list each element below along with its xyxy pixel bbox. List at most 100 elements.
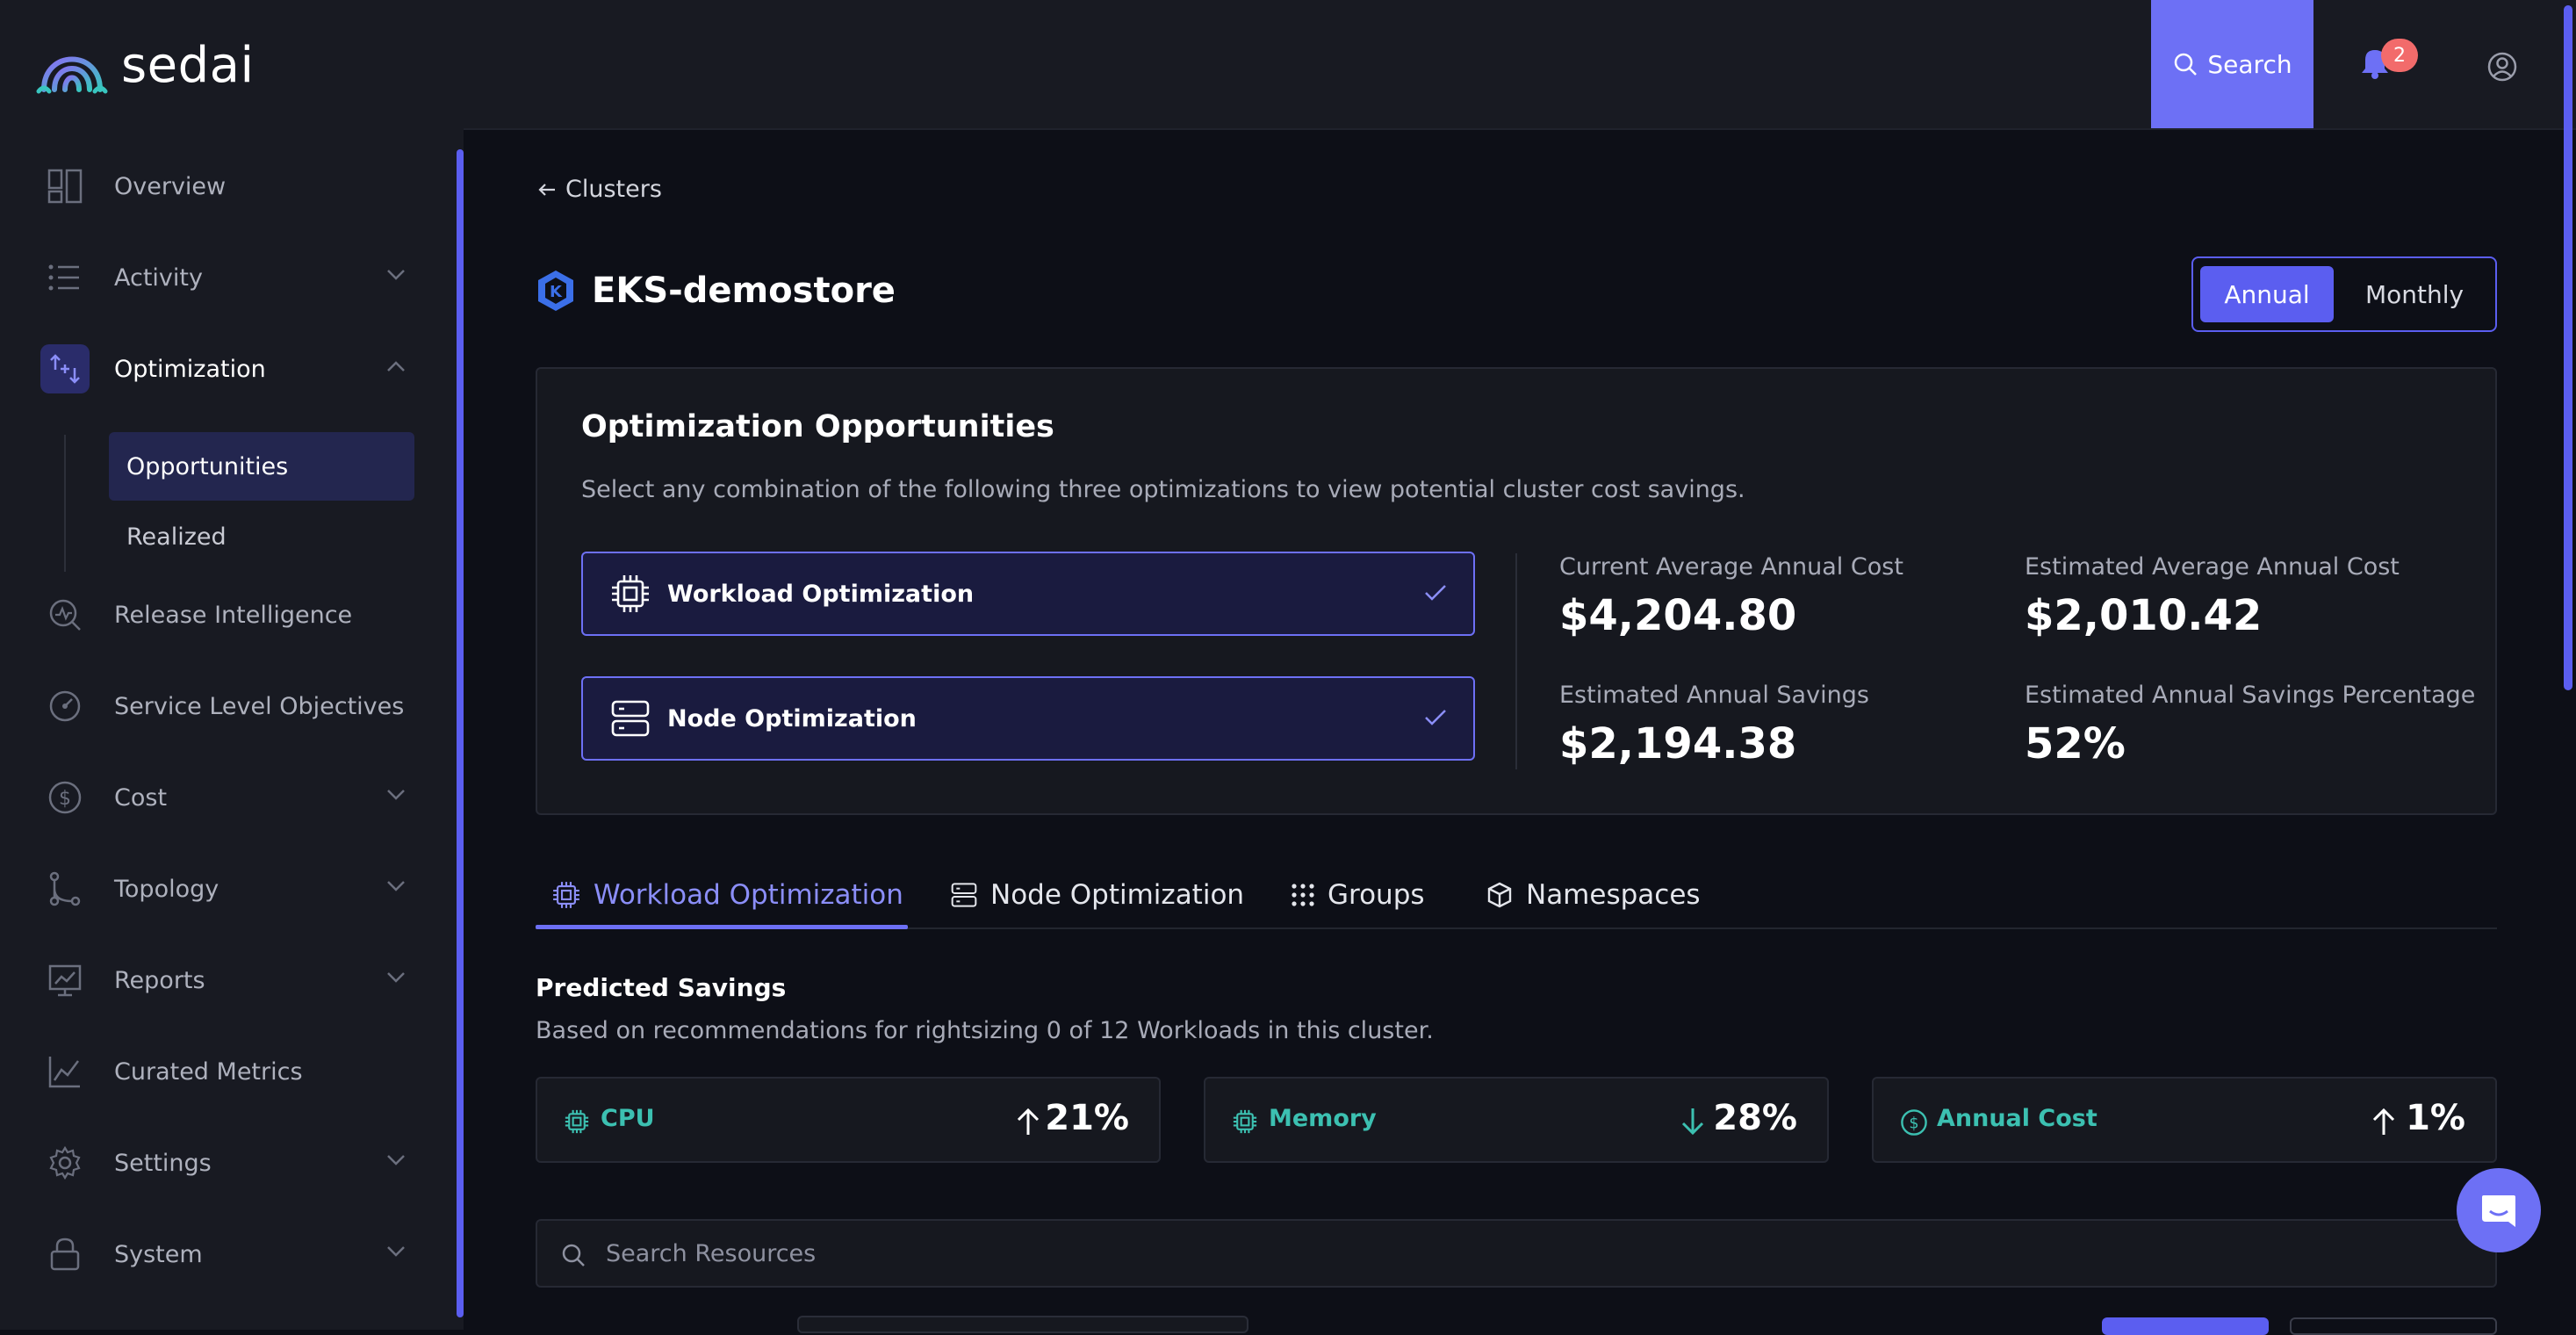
metric-label: Current Average Annual Cost <box>1559 553 1903 581</box>
tab-node-optimization[interactable]: Node Optimization <box>950 861 1244 929</box>
primary-action-button[interactable] <box>2102 1317 2269 1335</box>
optimization-tabs: Workload Optimization Node Optimization … <box>536 861 2497 929</box>
savings-card-value: 1% <box>2406 1098 2465 1138</box>
sidebar-item-curated-metrics[interactable]: Curated Metrics <box>0 1041 421 1102</box>
gear-icon <box>40 1138 90 1187</box>
filter-dropdown[interactable] <box>797 1316 1248 1333</box>
server-icon <box>950 881 978 909</box>
tab-label: Workload Optimization <box>594 879 903 911</box>
tab-namespaces[interactable]: Namespaces <box>1486 861 1701 929</box>
chevron-down-icon <box>386 1154 406 1166</box>
optimization-opportunities-panel: Optimization Opportunities Select any co… <box>536 367 2497 815</box>
dollar-icon: $ <box>40 773 90 822</box>
sidebar-item-activity[interactable]: Activity <box>0 247 421 308</box>
user-avatar-icon[interactable] <box>2486 51 2518 83</box>
kubernetes-icon: K <box>536 269 576 313</box>
cpu-chip-icon <box>564 1108 590 1135</box>
logo-text: sedai <box>121 36 255 94</box>
sidebar-item-overview[interactable]: Overview <box>0 155 421 217</box>
chevron-down-icon <box>386 971 406 984</box>
sidebar-item-label: Release Intelligence <box>114 601 353 629</box>
search-icon <box>2172 51 2198 77</box>
sidebar-scrollbar[interactable] <box>457 149 464 1317</box>
arrow-down-icon <box>1680 1107 1706 1137</box>
subnav-guide-line <box>64 435 66 572</box>
tab-workload-optimization[interactable]: Workload Optimization <box>551 861 903 929</box>
server-icon <box>609 697 651 740</box>
back-to-clusters-link[interactable]: Clusters <box>537 176 662 203</box>
svg-text:K: K <box>550 283 563 301</box>
sedai-logo-icon <box>35 33 109 97</box>
sidebar-item-release-intelligence[interactable]: Release Intelligence <box>0 584 421 646</box>
metric-estimated-annual-savings: Estimated Annual Savings $2,194.38 <box>1559 682 1869 769</box>
page-scrollbar[interactable] <box>2564 5 2572 690</box>
sidebar-subitem-realized[interactable]: Realized <box>126 523 227 551</box>
metric-label: Estimated Annual Savings <box>1559 682 1869 709</box>
savings-card-label: CPU <box>601 1105 655 1132</box>
secondary-action-button[interactable] <box>2290 1317 2497 1335</box>
logo[interactable]: sedai <box>35 33 255 97</box>
panel-divider <box>1515 553 1517 769</box>
cpu-chip-icon <box>609 573 651 615</box>
metric-label: Estimated Average Annual Cost <box>2025 553 2400 581</box>
sidebar-item-label: Curated Metrics <box>114 1057 303 1086</box>
search-resources-input[interactable] <box>606 1221 2450 1286</box>
arrow-left-icon <box>537 182 557 198</box>
sidebar-item-cost[interactable]: $ Cost <box>0 767 421 828</box>
active-tab-indicator <box>536 925 908 929</box>
overview-icon <box>40 162 90 211</box>
panel-description: Select any combination of the following … <box>581 476 1745 503</box>
sidebar-item-topology[interactable]: Topology <box>0 858 421 920</box>
tab-label: Namespaces <box>1526 879 1701 911</box>
sidebar-item-settings[interactable]: Settings <box>0 1132 421 1194</box>
metric-current-annual-cost: Current Average Annual Cost $4,204.80 <box>1559 553 1903 640</box>
reports-icon <box>40 956 90 1005</box>
savings-card-value: 28% <box>1713 1098 1797 1138</box>
node-optimization-option[interactable]: Node Optimization <box>581 676 1475 761</box>
slo-icon <box>40 682 90 731</box>
savings-card-cpu: CPU 21% <box>536 1077 1161 1163</box>
savings-card-value: 21% <box>1045 1098 1129 1138</box>
memory-chip-icon <box>1232 1108 1258 1135</box>
sidebar-item-system[interactable]: System <box>0 1223 421 1285</box>
workload-optimization-option[interactable]: Workload Optimization <box>581 552 1475 636</box>
arrow-up-icon <box>2371 1107 2397 1137</box>
list-icon <box>40 253 90 302</box>
cpu-chip-icon <box>551 880 581 910</box>
option-label: Node Optimization <box>667 704 917 732</box>
metric-value: 52% <box>2025 719 2126 769</box>
page-title: K EKS-demostore <box>536 269 896 313</box>
sidebar-item-label: Overview <box>114 172 227 200</box>
period-option-monthly[interactable]: Monthly <box>2364 279 2464 309</box>
svg-text:$: $ <box>1909 1115 1918 1132</box>
sidebar: sedai Overview Activity Optimization Opp… <box>0 0 464 1330</box>
metric-label: Estimated Annual Savings Percentage <box>2025 682 2476 709</box>
global-search-button[interactable]: Search <box>2151 0 2313 128</box>
savings-card-label: Memory <box>1269 1105 1377 1132</box>
chat-support-button[interactable] <box>2457 1168 2541 1252</box>
lock-icon <box>40 1230 90 1279</box>
resource-search-box <box>536 1219 2497 1288</box>
back-link-label: Clusters <box>565 176 662 203</box>
chevron-up-icon <box>386 360 406 372</box>
sidebar-item-slo[interactable]: Service Level Objectives <box>0 675 421 737</box>
search-icon <box>560 1242 586 1268</box>
svg-text:$: $ <box>59 788 71 810</box>
sidebar-item-label: Topology <box>114 875 219 903</box>
period-toggle: Annual Monthly <box>2191 256 2497 332</box>
chevron-down-icon <box>386 269 406 281</box>
sidebar-subitem-opportunities[interactable]: Opportunities <box>109 432 414 501</box>
sidebar-item-label: Optimization <box>114 355 266 383</box>
period-option-annual[interactable]: Annual <box>2200 266 2334 322</box>
dollar-icon: $ <box>1900 1108 1928 1137</box>
tab-groups[interactable]: Groups <box>1291 861 1425 929</box>
release-icon <box>40 590 90 639</box>
sidebar-item-reports[interactable]: Reports <box>0 949 421 1011</box>
notification-badge: 2 <box>2381 39 2418 72</box>
metric-value: $4,204.80 <box>1559 591 1797 640</box>
metric-value: $2,194.38 <box>1559 719 1797 769</box>
metric-value: $2,010.42 <box>2025 591 2263 640</box>
sidebar-item-label: Cost <box>114 783 168 812</box>
sidebar-item-optimization[interactable]: Optimization <box>0 338 421 400</box>
grid-dots-icon <box>1291 883 1315 907</box>
